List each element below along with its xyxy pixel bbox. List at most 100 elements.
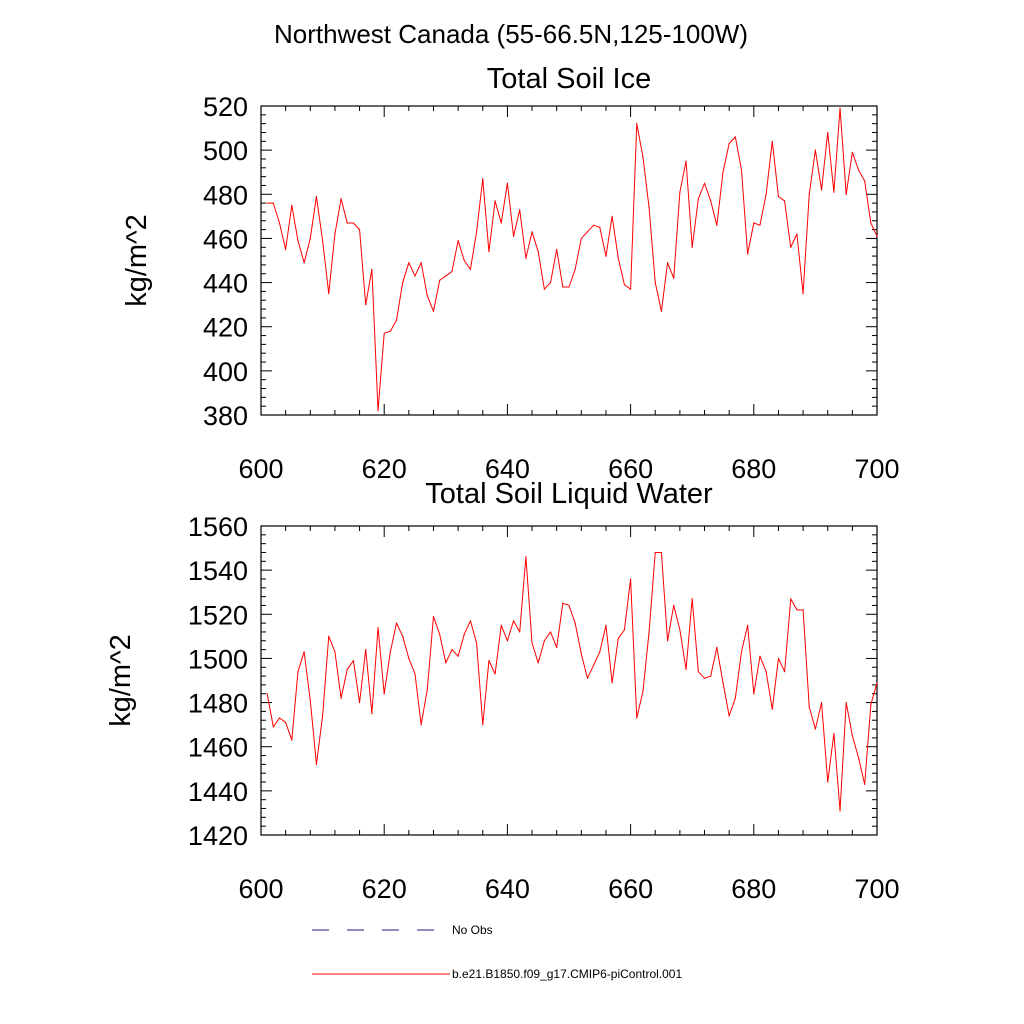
soil-ice-data-point	[328, 293, 330, 295]
soil-liquid-water-data-point	[753, 693, 755, 695]
soil-ice-data-point	[833, 191, 835, 193]
soil-ice-x-tick-label: 660	[608, 454, 653, 484]
soil-ice-data-point	[562, 286, 564, 288]
soil-ice-data-point	[747, 253, 749, 255]
soil-liquid-water-x-tick-label: 680	[731, 874, 776, 904]
soil-ice-series-line	[267, 107, 878, 412]
soil-ice-data-point	[383, 332, 385, 334]
soil-liquid-water-data-point	[463, 633, 465, 635]
soil-ice-y-tick-label: 480	[203, 180, 248, 210]
soil-ice-data-point	[402, 281, 404, 284]
soil-ice-data-point	[377, 409, 379, 412]
soil-liquid-water-data-point	[728, 715, 730, 717]
soil-liquid-water-data-point	[266, 693, 268, 695]
soil-liquid-water-data-point	[352, 660, 354, 662]
soil-ice-x-tick-label: 680	[731, 454, 776, 484]
soil-ice-data-point	[285, 248, 287, 251]
soil-ice-data-point	[642, 156, 644, 158]
soil-liquid-water-data-point	[451, 649, 453, 651]
soil-ice-data-point	[420, 262, 422, 264]
soil-ice-data-point	[630, 288, 632, 290]
soil-liquid-water-data-point	[876, 682, 878, 684]
soil-liquid-water-data-point	[328, 635, 330, 637]
soil-liquid-water-data-point	[469, 620, 472, 622]
soil-liquid-water-data-point	[630, 578, 632, 580]
soil-ice-data-point	[297, 240, 299, 242]
soil-ice-data-point	[771, 140, 773, 142]
soil-liquid-water-data-point	[685, 668, 687, 671]
soil-liquid-water-data-point	[500, 624, 502, 626]
soil-liquid-water-data-point	[710, 675, 712, 677]
soil-ice-data-point	[666, 262, 669, 264]
soil-ice-data-point	[334, 233, 336, 235]
soil-ice-y-tick-label: 420	[203, 313, 248, 343]
soil-ice-data-point	[512, 235, 515, 237]
soil-liquid-water-data-point	[272, 726, 274, 728]
soil-ice-data-point	[482, 178, 484, 180]
soil-ice-data-point	[395, 319, 398, 321]
soil-ice-data-point	[463, 259, 465, 262]
soil-liquid-water-data-point	[654, 551, 656, 554]
soil-liquid-water-x-tick-label: 700	[854, 874, 899, 904]
soil-liquid-water-data-point	[285, 721, 287, 724]
soil-ice-data-point	[796, 233, 798, 235]
soil-ice-data-point	[408, 262, 410, 264]
soil-ice-data-point	[451, 270, 453, 273]
soil-liquid-water-data-point	[420, 724, 422, 726]
soil-ice-data-point	[611, 215, 613, 217]
soil-ice-data-point	[586, 231, 589, 233]
soil-ice-data-point	[371, 268, 373, 270]
soil-ice-plot-frame	[260, 105, 878, 416]
soil-liquid-water-y-tick-label: 1560	[188, 512, 248, 542]
soil-liquid-water-data-point	[593, 664, 595, 666]
soil-ice-data-point	[599, 226, 601, 228]
soil-liquid-water-data-point	[402, 635, 404, 637]
soil-liquid-water-data-point	[747, 624, 749, 626]
soil-ice-data-point	[322, 240, 324, 242]
soil-ice-y-tick-label: 500	[203, 136, 248, 166]
soil-liquid-water-data-point	[408, 657, 410, 660]
soil-liquid-water-x-tick-label: 640	[485, 874, 530, 904]
soil-ice-data-point	[506, 182, 508, 184]
soil-liquid-water-data-point	[697, 671, 699, 673]
soil-liquid-water-data-point	[802, 609, 804, 611]
soil-ice-data-point	[593, 224, 595, 226]
soil-liquid-water-y-tick-label: 1420	[188, 821, 248, 851]
soil-ice-data-point	[315, 195, 318, 198]
soil-liquid-water-data-point	[734, 697, 736, 699]
soil-liquid-water-data-point	[586, 677, 589, 679]
soil-liquid-water-data-point	[808, 706, 810, 708]
figure-title: Northwest Canada (55-66.5N,125-100W)	[274, 19, 748, 49]
soil-liquid-water-data-point	[291, 739, 293, 741]
soil-liquid-water-data-point	[445, 662, 447, 664]
soil-liquid-water-plot-frame	[260, 525, 878, 836]
soil-ice-data-point	[519, 209, 521, 211]
soil-liquid-water-data-point	[322, 715, 324, 717]
soil-liquid-water-y-tick-label: 1460	[188, 733, 248, 763]
soil-liquid-water-x-tick-label: 660	[608, 874, 653, 904]
soil-liquid-water-data-point	[870, 704, 872, 706]
soil-liquid-water-data-point	[340, 697, 342, 699]
soil-liquid-water-data-point	[765, 671, 767, 673]
soil-ice-data-point	[291, 204, 293, 206]
soil-ice-data-point	[358, 229, 361, 231]
legend-label-no-obs: No Obs	[452, 923, 493, 937]
soil-ice-data-point	[876, 235, 878, 237]
soil-liquid-water-data-point	[476, 642, 478, 644]
soil-ice-data-point	[340, 198, 342, 200]
legend: No Obs b.e21.B1850.f09_g17.CMIP6-piContr…	[312, 923, 682, 981]
soil-ice-data-point	[857, 169, 860, 171]
soil-liquid-water-data-point	[759, 655, 761, 657]
soil-ice-data-point	[648, 206, 650, 209]
legend-label-picontrol: b.e21.B1850.f09_g17.CMIP6-piControl.001	[452, 967, 682, 981]
soil-ice-data-point	[543, 288, 545, 290]
soil-liquid-water-data-point	[722, 682, 724, 684]
soil-ice-data-point	[439, 279, 441, 281]
soil-liquid-water-data-point	[771, 708, 773, 710]
soil-ice-y-tick-label: 400	[203, 357, 248, 387]
soil-liquid-water-data-point	[278, 717, 281, 719]
soil-liquid-water-title: Total Soil Liquid Water	[425, 478, 713, 510]
soil-ice-data-point	[710, 200, 712, 202]
soil-liquid-water-data-point	[599, 651, 601, 653]
soil-liquid-water-y-axis-label: kg/m^2	[105, 634, 137, 727]
